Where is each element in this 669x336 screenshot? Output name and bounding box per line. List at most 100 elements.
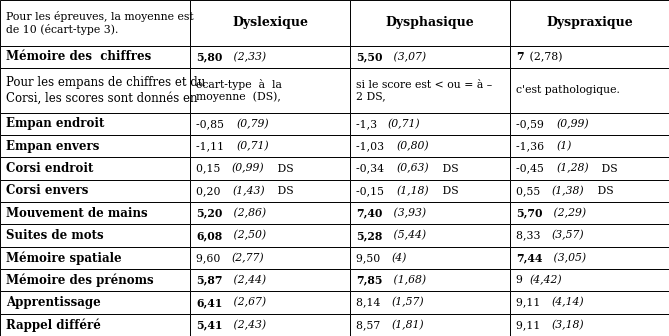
Text: (0,63): (0,63) [397,163,429,174]
Bar [350,113,510,135]
Text: (0,79): (0,79) [237,119,269,129]
Text: (4,42): (4,42) [529,275,562,285]
Text: -1,36: -1,36 [516,141,547,151]
Bar [0,0,190,46]
Bar [510,224,669,247]
Bar [190,291,350,314]
Bar [510,113,669,135]
Text: (1,68): (1,68) [390,275,426,285]
Text: Mémoire spatiale: Mémoire spatiale [6,251,122,264]
Text: (2,50): (2,50) [230,230,266,241]
Text: Pour les empans de chiffres et du
Corsi, les scores sont donnés en: Pour les empans de chiffres et du Corsi,… [6,76,205,104]
Text: (0,80): (0,80) [397,141,429,151]
Text: 6,41: 6,41 [196,297,222,308]
Bar [0,314,190,336]
Text: DS: DS [598,164,618,173]
Bar [0,269,190,291]
Text: 9,50: 9,50 [356,253,383,263]
Text: Dyspraxique: Dyspraxique [546,16,633,29]
Text: -1,11: -1,11 [196,141,227,151]
Bar [0,113,190,135]
Text: Apprentissage: Apprentissage [6,296,101,309]
Text: (4): (4) [391,253,407,263]
Text: DS: DS [274,164,294,173]
Bar [190,224,350,247]
Text: -0,34: -0,34 [356,164,387,173]
Text: Mouvement de mains: Mouvement de mains [6,207,148,220]
Text: (0,71): (0,71) [387,119,420,129]
Text: 5,28: 5,28 [356,230,382,241]
Text: 9,60: 9,60 [196,253,224,263]
Text: DS: DS [439,164,458,173]
Text: Empan endroit: Empan endroit [6,117,104,130]
Bar [190,202,350,224]
Text: 7: 7 [516,51,523,62]
Bar [350,46,510,68]
Text: (1,28): (1,28) [556,163,589,174]
Text: (3,57): (3,57) [552,230,585,241]
Text: Empan envers: Empan envers [6,140,100,153]
Text: (0,99): (0,99) [556,119,589,129]
Bar [510,291,669,314]
Text: 5,20: 5,20 [196,208,222,219]
Text: Rappel différé: Rappel différé [6,318,101,332]
Bar [0,202,190,224]
Text: 5,70: 5,70 [516,208,543,219]
Bar [350,247,510,269]
Text: 0,15: 0,15 [196,164,224,173]
Bar [0,180,190,202]
Bar [350,180,510,202]
Text: (2,29): (2,29) [550,208,586,218]
Bar [190,135,350,157]
Text: 5,80: 5,80 [196,51,222,62]
Bar [190,247,350,269]
Text: (1): (1) [557,141,572,151]
Text: 8,14: 8,14 [356,297,384,307]
Bar [510,0,669,46]
Text: (2,86): (2,86) [230,208,266,218]
Text: Pour les épreuves, la moyenne est
de 10 (écart-type 3).: Pour les épreuves, la moyenne est de 10 … [6,11,193,35]
Text: 9,11: 9,11 [516,297,544,307]
Text: (5,44): (5,44) [390,230,426,241]
Bar [510,46,669,68]
Text: (1,43): (1,43) [232,186,265,196]
Text: (4,14): (4,14) [552,297,584,308]
Bar [350,224,510,247]
Bar [190,68,350,113]
Bar [510,135,669,157]
Text: (2,77): (2,77) [232,253,264,263]
Text: (3,07): (3,07) [390,52,426,62]
Text: -1,3: -1,3 [356,119,381,129]
Text: -0,85: -0,85 [196,119,227,129]
Bar [510,314,669,336]
Text: DS: DS [274,186,294,196]
Text: si le score est < ou = à –
2 DS,: si le score est < ou = à – 2 DS, [356,80,492,101]
Bar [510,180,669,202]
Text: Suites de mots: Suites de mots [6,229,104,242]
Text: -0,59: -0,59 [516,119,547,129]
Text: c'est pathologique.: c'est pathologique. [516,85,619,95]
Text: 9,11: 9,11 [516,320,544,330]
Bar [350,157,510,180]
Text: (2,43): (2,43) [230,320,266,330]
Text: (0,71): (0,71) [237,141,270,151]
Bar [0,247,190,269]
Bar [350,68,510,113]
Bar [510,157,669,180]
Bar [350,0,510,46]
Text: (1,57): (1,57) [392,297,424,308]
Text: (2,67): (2,67) [230,297,266,308]
Bar [0,68,190,113]
Text: 7,44: 7,44 [516,252,542,263]
Bar [350,202,510,224]
Text: (1,18): (1,18) [397,186,429,196]
Text: 9: 9 [516,275,526,285]
Text: DS: DS [439,186,458,196]
Text: -1,03: -1,03 [356,141,387,151]
Bar [0,291,190,314]
Bar [350,291,510,314]
Text: 8,57: 8,57 [356,320,383,330]
Bar [190,46,350,68]
Text: (1,38): (1,38) [551,186,584,196]
Text: 7,40: 7,40 [356,208,382,219]
